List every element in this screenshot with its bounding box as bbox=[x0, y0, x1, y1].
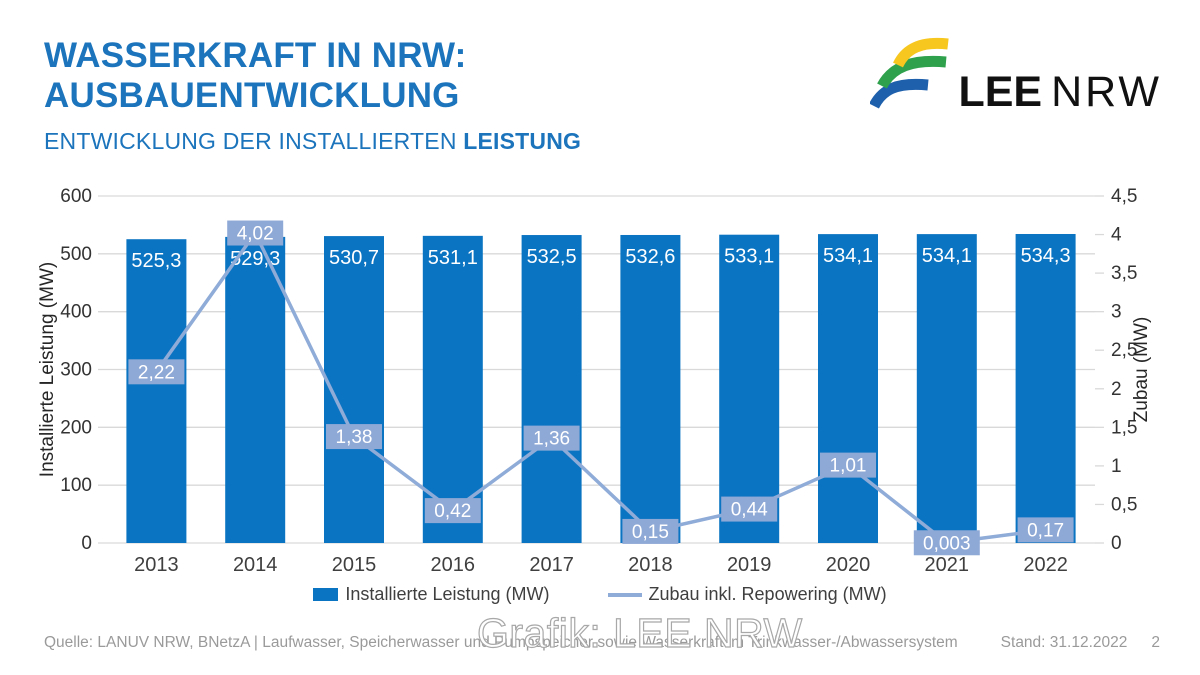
line-value-label: 2,22 bbox=[138, 362, 175, 383]
legend-item-installed-capacity: Installierte Leistung (MW) bbox=[313, 584, 550, 605]
source-note: Quelle: LANUV NRW, BNetzA | Laufwasser, … bbox=[44, 634, 958, 651]
zubau-line bbox=[154, 229, 1046, 545]
left-axis-tick-label: 300 bbox=[60, 360, 92, 381]
line-value-box bbox=[1017, 517, 1074, 543]
bar-value-label: 534,3 bbox=[1021, 245, 1071, 267]
date-stamp: Stand: 31.12.2022 bbox=[1000, 634, 1128, 651]
page-number: 2 bbox=[1151, 634, 1160, 651]
left-axis-tick-label: 100 bbox=[60, 475, 92, 496]
bar-value-label: 532,6 bbox=[625, 246, 675, 268]
hydropower-capacity-chart: 0 100 200 300 400 500 600 0 0,5 1 1,5 2 2,5 3 3,5 4 4,5 5… bbox=[37, 186, 1152, 576]
bar-series-swatch bbox=[313, 588, 339, 601]
line-value-label: 0,003 bbox=[923, 533, 971, 554]
line-value-label: 0,17 bbox=[1027, 520, 1064, 541]
bar-2021 bbox=[916, 234, 977, 543]
legend-label-installed-capacity: Installierte Leistung (MW) bbox=[345, 584, 550, 604]
legend-label-zubau: Zubau inkl. Repowering (MW) bbox=[648, 584, 887, 604]
right-axis-tick-label: 1 bbox=[1111, 456, 1122, 477]
line-value-label: 0,42 bbox=[434, 501, 471, 522]
line-value-box bbox=[622, 518, 679, 544]
line-series-swatch bbox=[607, 592, 642, 597]
page-subtitle-bold: LEISTUNG bbox=[463, 128, 582, 154]
line-value-box bbox=[326, 424, 382, 450]
bar-value-label: 534,1 bbox=[922, 245, 972, 267]
bar-value-label: 530,7 bbox=[329, 247, 379, 269]
x-axis-label-2013: 2013 bbox=[134, 554, 179, 576]
x-axis-label-2015: 2015 bbox=[332, 554, 377, 576]
left-axis-tick-label: 200 bbox=[60, 417, 92, 438]
line-value-box bbox=[721, 496, 778, 522]
line-value-label: 1,36 bbox=[533, 429, 570, 450]
page-subtitle-text: ENTWICKLUNG DER INSTALLIERTEN bbox=[44, 128, 464, 154]
bar-2013 bbox=[126, 239, 187, 543]
bar-value-label: 533,1 bbox=[724, 246, 774, 268]
logo-text-nrw: NRW bbox=[1051, 68, 1162, 117]
logo-text-lee: LEE bbox=[958, 68, 1043, 117]
x-axis-label-2017: 2017 bbox=[529, 554, 574, 576]
bar-2019 bbox=[719, 234, 780, 543]
left-axis-tick-label: 600 bbox=[60, 186, 92, 207]
watermark: Grafik: LEE NRW bbox=[476, 609, 803, 656]
bar-2015 bbox=[324, 236, 384, 543]
page-title-line1: WASSERKRAFT IN NRW: bbox=[44, 36, 467, 75]
bar-value-label: 525,3 bbox=[131, 250, 181, 272]
chart-legend: Installierte Leistung (MW) Zubau inkl. R… bbox=[0, 584, 1200, 605]
line-value-box bbox=[424, 498, 481, 524]
right-axis-tick-label: 3 bbox=[1111, 302, 1122, 323]
right-axis-tick-label: 3,5 bbox=[1111, 263, 1137, 284]
page-title: WASSERKRAFT IN NRW: AUSBAUENTWICKLUNG bbox=[44, 36, 467, 116]
left-axis-tick-label: 400 bbox=[60, 302, 92, 323]
line-value-label: 4,02 bbox=[237, 224, 274, 245]
bar-value-label: 531,1 bbox=[428, 247, 478, 269]
legend-item-zubau: Zubau inkl. Repowering (MW) bbox=[607, 584, 887, 605]
slide-footer: Quelle: LANUV NRW, BNetzA | Laufwasser, … bbox=[44, 634, 1160, 652]
line-value-label: 0,15 bbox=[632, 522, 669, 543]
bar-2018 bbox=[620, 234, 681, 543]
right-axis-tick-label: 4,5 bbox=[1111, 186, 1137, 207]
x-axis-label-2019: 2019 bbox=[727, 554, 772, 576]
bar-2020 bbox=[818, 234, 878, 543]
bar-2022 bbox=[1015, 233, 1076, 543]
left-axis-tick-label: 0 bbox=[81, 533, 92, 554]
lee-nrw-logo-icon bbox=[870, 37, 950, 109]
x-axis-label-2016: 2016 bbox=[431, 554, 476, 576]
line-value-label: 1,01 bbox=[830, 456, 867, 477]
line-value-box bbox=[913, 530, 980, 556]
page-title-line2: AUSBAUENTWICKLUNG bbox=[44, 75, 460, 115]
bar-2014 bbox=[225, 236, 286, 543]
x-axis-label-2018: 2018 bbox=[628, 554, 673, 576]
line-value-box bbox=[128, 359, 185, 385]
left-axis-title: Installierte Leistung (MW) bbox=[37, 262, 58, 477]
lee-nrw-logo: LEE NRW bbox=[870, 34, 1162, 117]
x-axis-label-2020: 2020 bbox=[826, 554, 871, 576]
page-subtitle: ENTWICKLUNG DER INSTALLIERTEN LEISTUNG bbox=[44, 128, 581, 155]
line-value-label: 0,44 bbox=[731, 500, 768, 521]
right-axis-tick-label: 2,5 bbox=[1111, 340, 1137, 361]
x-axis-label-2021: 2021 bbox=[925, 554, 970, 576]
right-axis-tick-label: 2 bbox=[1111, 379, 1122, 400]
left-axis-tick-label: 500 bbox=[60, 244, 92, 265]
right-axis-tick-label: 1,5 bbox=[1111, 417, 1137, 438]
right-axis-tick-label: 0 bbox=[1111, 533, 1122, 554]
right-axis-tick-label: 0,5 bbox=[1111, 494, 1137, 515]
bar-value-label: 534,1 bbox=[823, 245, 873, 267]
line-value-box bbox=[523, 425, 580, 451]
bar-value-label: 532,5 bbox=[527, 246, 577, 268]
x-axis-label-2022: 2022 bbox=[1023, 554, 1068, 576]
x-axis-label-2014: 2014 bbox=[233, 554, 278, 576]
line-value-label: 1,38 bbox=[336, 427, 373, 448]
right-axis-tick-label: 4 bbox=[1111, 225, 1122, 246]
bar-2017 bbox=[521, 235, 582, 543]
line-value-box bbox=[227, 220, 284, 246]
bar-2016 bbox=[422, 235, 483, 543]
right-axis-title: Zubau (MW) bbox=[1131, 317, 1152, 423]
line-value-box bbox=[820, 452, 876, 478]
